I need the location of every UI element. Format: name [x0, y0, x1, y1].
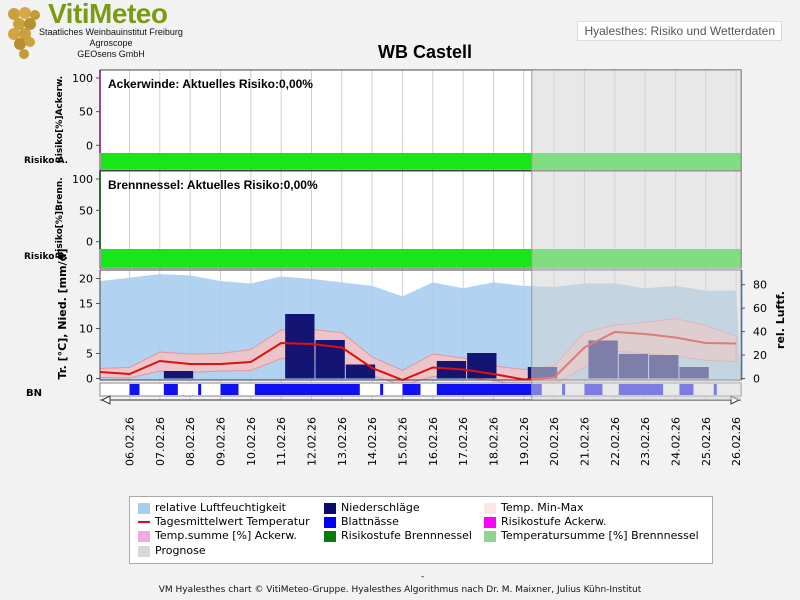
legend-swatch	[484, 517, 496, 528]
legend-label: Temp.summe [%] Ackerw.	[155, 529, 297, 542]
y-tick-label: 5	[86, 348, 93, 361]
risk-y-label: Risiko[%]Ackerw.	[55, 76, 65, 163]
legend-swatch	[138, 521, 150, 523]
x-tick-label: 25.02.26	[700, 417, 713, 466]
x-tick-label: 12.02.26	[305, 417, 318, 466]
weather-y-label-right: rel. Luftf.	[774, 291, 787, 349]
legend-swatch	[138, 503, 150, 514]
y-tick-label-right: 0	[753, 373, 760, 386]
leaf-wetness-bar	[471, 384, 512, 395]
legend-label: Niederschläge	[341, 501, 420, 514]
leaf-wetness-bar	[311, 384, 352, 395]
x-tick-label: 07.02.26	[154, 417, 167, 466]
x-tick-label: 16.02.26	[427, 417, 440, 466]
x-tick-label: 23.02.26	[639, 417, 652, 466]
y-tick-label-right: 80	[753, 279, 767, 292]
legend-label: Temperatursumme [%] Brennnessel	[501, 529, 699, 542]
x-tick-label: 17.02.26	[457, 417, 470, 466]
legend: relative Luftfeuchtigkeit Niederschläge Te…	[129, 496, 713, 564]
y-tick-label: 50	[79, 106, 93, 119]
leaf-wetness-bar	[129, 384, 140, 395]
legend-label: Risikostufe Ackerw.	[501, 515, 607, 528]
x-tick-label: 26.02.26	[730, 417, 743, 466]
precip-bar	[436, 361, 467, 379]
precip-bar	[285, 314, 315, 379]
risk-panel-title: Brennnessel: Aktuelles Risiko:0,00%	[108, 178, 318, 192]
legend-label: Blattnässe	[341, 515, 399, 528]
leaf-wetness-bar	[402, 384, 421, 395]
x-tick-label: 20.02.26	[548, 417, 561, 466]
x-tick-label: 06.02.26	[124, 417, 137, 466]
prognosis-overlay	[531, 70, 741, 400]
legend-swatch	[324, 531, 336, 542]
y-tick-label-right: 60	[753, 302, 767, 315]
bn-label: BN	[26, 388, 42, 399]
y-tick-label: 50	[79, 204, 93, 217]
logo-line-3: GEOsens GmbH	[77, 49, 145, 59]
risk-y-label: Risiko[%]Brenn.	[55, 177, 65, 258]
risk-panel-title: Ackerwinde: Aktuelles Risiko:0,00%	[108, 77, 313, 91]
y-tick-label: 15	[79, 298, 93, 311]
footer-dash: -	[421, 572, 425, 582]
y-tick-label: 10	[79, 323, 93, 336]
risk-row-label: Risiko A.	[24, 156, 68, 166]
footer-credit: VM Hyalesthes chart © VitiMeteo-Gruppe. …	[158, 585, 642, 595]
risk-row-label: Risiko B.	[24, 252, 68, 262]
leaf-wetness-bar	[497, 384, 542, 395]
legend-label: relative Luftfeuchtigkeit	[155, 501, 286, 514]
y-tick-label: 0	[86, 373, 93, 386]
leaf-wetness-bar	[380, 384, 384, 395]
x-tick-label: 18.02.26	[487, 417, 500, 466]
y-tick-label-right: 40	[753, 326, 767, 339]
legend-label: Temp. Min-Max	[501, 501, 584, 514]
leaf-wetness-bar	[289, 384, 330, 395]
y-tick-label-right: 20	[753, 349, 767, 362]
y-tick-label: 20	[79, 273, 93, 286]
precip-bar	[163, 371, 194, 379]
scroll-left-arrow-icon	[100, 395, 111, 405]
precip-bar	[345, 364, 376, 379]
leaf-wetness-bar	[436, 384, 474, 395]
logo: VitiMeteo Staatliches Weinbauinstitut Fr…	[0, 0, 190, 64]
y-tick-label: 100	[72, 72, 93, 85]
x-tick-label: 14.02.26	[366, 417, 379, 466]
logo-wordmark: VitiMeteo	[48, 0, 168, 29]
legend-swatch	[484, 531, 496, 542]
x-tick-label: 10.02.26	[245, 417, 258, 466]
y-tick-label: 0	[86, 236, 93, 249]
logo-line-1: Staatliches Weinbauinstitut Freiburg	[39, 27, 183, 37]
legend-swatch	[324, 517, 336, 528]
legend-label: Risikostufe Brennnessel	[341, 529, 472, 542]
x-tick-label: 08.02.26	[184, 417, 197, 466]
weather-y-label: Tr. [°C], Nied. [mm/d]	[56, 249, 69, 380]
y-tick-label: 0	[86, 139, 93, 152]
legend-swatch	[324, 503, 336, 514]
x-tick-label: 21.02.26	[578, 417, 591, 466]
x-axis-labels: 06.02.26 07.02.26 08.02.26 09.02.26 10.02.26…	[124, 417, 744, 466]
station-title: WB Castell	[377, 42, 473, 62]
leaf-wetness-bar	[220, 384, 239, 395]
legend-label: Prognose	[155, 544, 206, 557]
legend-label: Tagesmittelwert Temperatur	[155, 515, 310, 528]
x-tick-label: 19.02.26	[518, 417, 531, 466]
logo-line-2: Agroscope	[89, 38, 133, 48]
x-tick-label: 13.02.26	[336, 417, 349, 466]
legend-swatch	[138, 546, 150, 557]
leaf-wetness-bar	[198, 384, 202, 395]
leaf-wetness-bar	[254, 384, 292, 395]
legend-swatch	[484, 503, 496, 514]
x-tick-label: 24.02.26	[669, 417, 682, 466]
grape-logo-icon	[8, 7, 40, 59]
y-tick-label: 100	[72, 173, 93, 186]
x-tick-label: 09.02.26	[214, 417, 227, 466]
legend-swatch	[138, 531, 150, 542]
x-tick-label: 22.02.26	[609, 417, 622, 466]
chart-type-label: Hyalesthes: Risiko und Wetterdaten	[577, 21, 782, 41]
leaf-wetness-bar	[163, 384, 178, 395]
x-tick-label: 11.02.26	[275, 417, 288, 466]
x-tick-label: 15.02.26	[396, 417, 409, 466]
leaf-wetness-bar	[345, 384, 360, 395]
